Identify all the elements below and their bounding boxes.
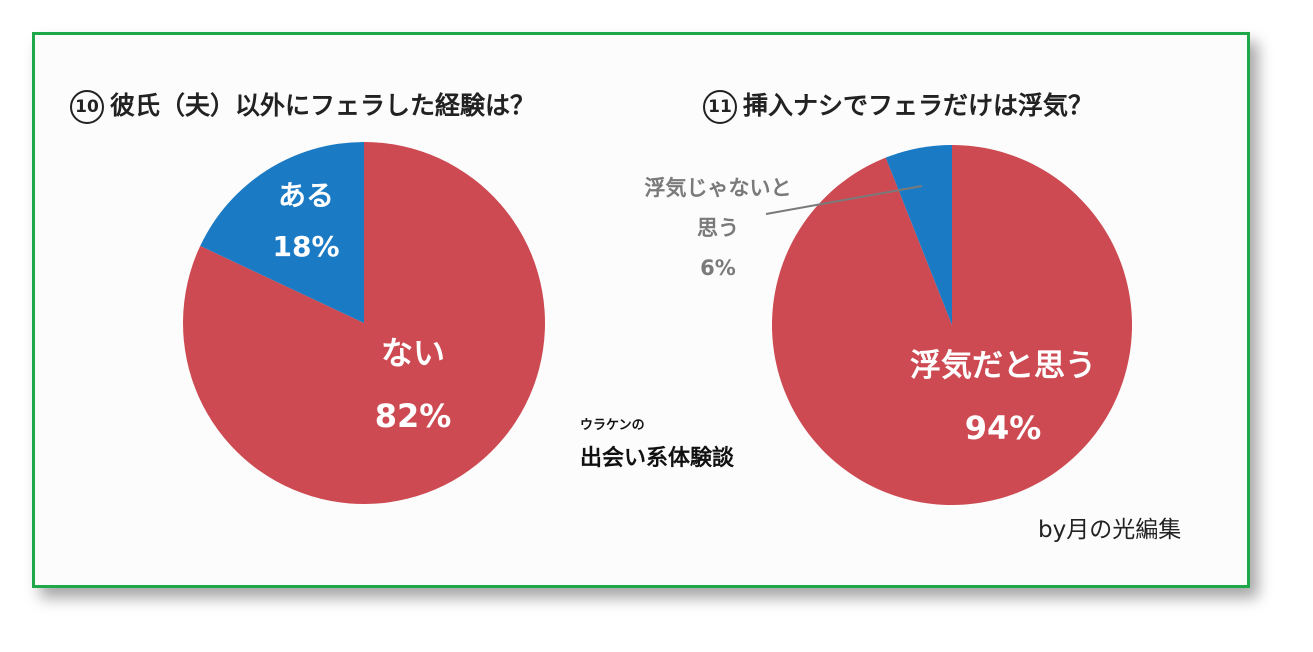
chart-1-title: 10 彼氏（夫）以外にフェラした経験は？: [70, 86, 535, 124]
pie-1-slice-nai: [183, 142, 546, 504]
pie-2-leader-line: [765, 185, 923, 215]
brand-small-text: ウラケンの: [580, 418, 645, 433]
chart-1-number-badge: 10: [70, 90, 104, 124]
pie-2-label-uwaki-janai-line1: 浮気じゃないと: [645, 176, 792, 200]
chart-2-title: 11 挿入ナシでフェラだけは浮気？: [703, 86, 1093, 124]
pie-2-label-uwaki-janai-line2: 思う: [697, 216, 739, 240]
pie-1-value-aru: 18%: [272, 230, 339, 263]
pie-1-slice-aru: [200, 142, 364, 323]
pie-2-label-uwaki-da: 浮気だと思う: [910, 348, 1096, 384]
brand-large-text: 出会い系体験談: [580, 446, 735, 471]
chart-2-title-text: 挿入ナシでフェラだけは浮気？: [743, 91, 1094, 120]
pie-2-value-uwaki-janai: 6%: [700, 256, 736, 280]
pie-1-label-aru: ある: [278, 179, 334, 212]
pie-1-label-nai: ない: [381, 334, 445, 372]
chart-1-title-text: 彼氏（夫）以外にフェラした経験は？: [110, 91, 536, 120]
pie-2-slice-uwaki-da: [772, 145, 1133, 505]
pie-1-value-nai: 82%: [375, 397, 452, 435]
chart-2-number-badge: 11: [703, 90, 737, 124]
pie-2-value-uwaki-da: 94%: [965, 409, 1042, 447]
credit-text: by月の光編集: [1038, 517, 1182, 543]
